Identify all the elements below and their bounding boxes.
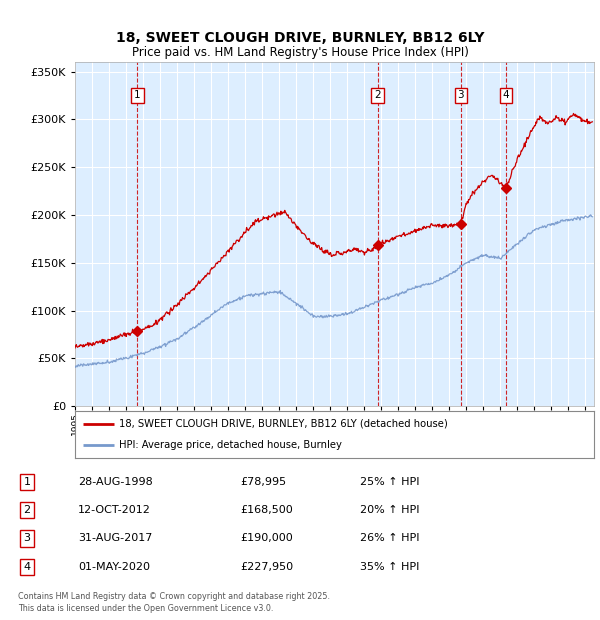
- Text: 2: 2: [374, 91, 381, 100]
- Text: 35% ↑ HPI: 35% ↑ HPI: [360, 562, 419, 572]
- Text: Price paid vs. HM Land Registry's House Price Index (HPI): Price paid vs. HM Land Registry's House …: [131, 46, 469, 58]
- Text: 20% ↑ HPI: 20% ↑ HPI: [360, 505, 419, 515]
- Text: HPI: Average price, detached house, Burnley: HPI: Average price, detached house, Burn…: [119, 440, 342, 450]
- Text: 01-MAY-2020: 01-MAY-2020: [78, 562, 150, 572]
- Text: 3: 3: [23, 533, 31, 544]
- Text: 3: 3: [457, 91, 464, 100]
- Text: £78,995: £78,995: [240, 477, 286, 487]
- Text: 4: 4: [23, 562, 31, 572]
- Text: 18, SWEET CLOUGH DRIVE, BURNLEY, BB12 6LY: 18, SWEET CLOUGH DRIVE, BURNLEY, BB12 6L…: [116, 32, 484, 45]
- Text: Contains HM Land Registry data © Crown copyright and database right 2025.
This d: Contains HM Land Registry data © Crown c…: [18, 592, 330, 613]
- Text: 12-OCT-2012: 12-OCT-2012: [78, 505, 151, 515]
- Text: 31-AUG-2017: 31-AUG-2017: [78, 533, 152, 544]
- Text: £190,000: £190,000: [240, 533, 293, 544]
- Text: 1: 1: [23, 477, 31, 487]
- Text: 1: 1: [134, 91, 140, 100]
- Text: 26% ↑ HPI: 26% ↑ HPI: [360, 533, 419, 544]
- Text: £227,950: £227,950: [240, 562, 293, 572]
- Text: £168,500: £168,500: [240, 505, 293, 515]
- Text: 18, SWEET CLOUGH DRIVE, BURNLEY, BB12 6LY (detached house): 18, SWEET CLOUGH DRIVE, BURNLEY, BB12 6L…: [119, 418, 448, 428]
- Text: 4: 4: [503, 91, 509, 100]
- Text: 25% ↑ HPI: 25% ↑ HPI: [360, 477, 419, 487]
- Text: 28-AUG-1998: 28-AUG-1998: [78, 477, 153, 487]
- Text: 2: 2: [23, 505, 31, 515]
